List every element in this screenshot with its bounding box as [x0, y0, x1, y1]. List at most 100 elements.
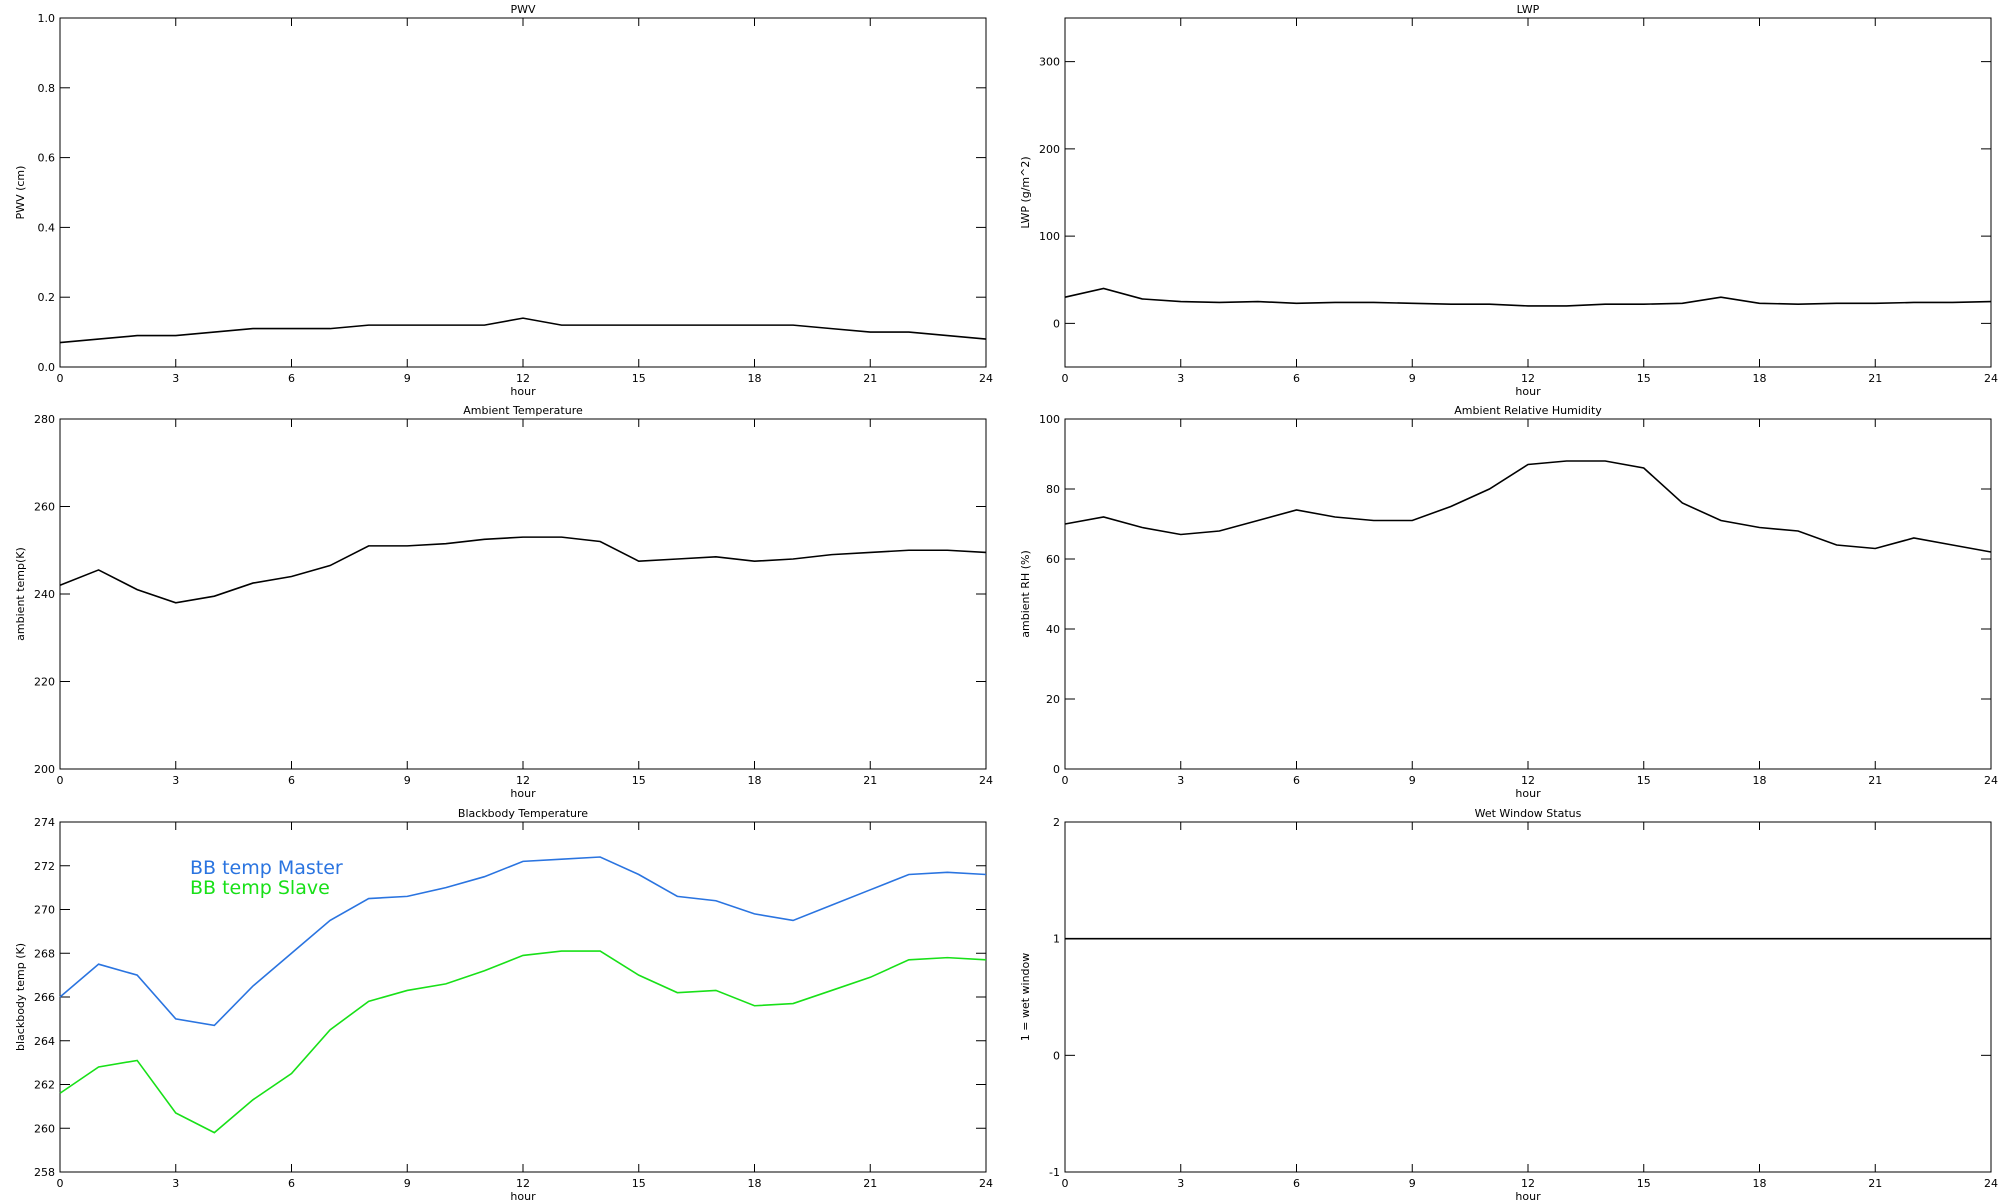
plot-frame — [1064, 821, 1992, 1173]
y-tick-label: 266 — [34, 991, 55, 1004]
y-tick-label: 272 — [34, 860, 55, 873]
y-tick-label: 262 — [34, 1079, 55, 1092]
y-tick-label: 220 — [34, 676, 55, 689]
x-tick-label: 6 — [288, 372, 295, 385]
y-axis-label: 1 = wet window — [1019, 953, 1032, 1042]
x-tick-label: 9 — [404, 1177, 411, 1190]
x-tick-label: 3 — [1177, 774, 1184, 787]
y-tick-label: 0 — [1053, 1049, 1060, 1062]
x-tick-label: 18 — [748, 1177, 762, 1190]
x-tick-label: 12 — [1521, 1177, 1535, 1190]
x-tick-label: 21 — [1868, 1177, 1882, 1190]
y-tick-label: 80 — [1046, 483, 1060, 496]
x-tick-label: 18 — [1753, 774, 1767, 787]
data-line — [59, 950, 987, 1134]
chart-title: Ambient Temperature — [463, 404, 583, 417]
x-axis-label: hour — [1515, 787, 1541, 800]
x-tick-label: 18 — [1753, 372, 1767, 385]
x-tick-label: 15 — [1637, 1177, 1651, 1190]
legend-entry: BB temp Slave — [190, 877, 330, 899]
x-tick-label: 9 — [1409, 774, 1416, 787]
x-tick-label: 3 — [172, 372, 179, 385]
y-tick-label: 100 — [1039, 230, 1060, 243]
y-tick-label: 268 — [34, 947, 55, 960]
y-tick-label: 0 — [1053, 317, 1060, 330]
x-tick-label: 12 — [516, 774, 530, 787]
x-axis-label: hour — [1515, 1190, 1541, 1200]
y-tick-label: 260 — [34, 501, 55, 514]
y-tick-label: 1.0 — [38, 12, 56, 25]
plot-frame — [59, 17, 987, 368]
x-tick-label: 0 — [57, 372, 64, 385]
x-tick-label: 12 — [1521, 774, 1535, 787]
y-tick-label: 0.6 — [38, 152, 56, 165]
data-line — [59, 536, 987, 604]
y-tick-label: 270 — [34, 904, 55, 917]
x-tick-label: 6 — [1293, 1177, 1300, 1190]
chart-title: PWV — [510, 3, 536, 16]
y-tick-label: 274 — [34, 816, 55, 829]
chart-title: Blackbody Temperature — [458, 807, 588, 820]
x-tick-label: 21 — [863, 372, 877, 385]
x-tick-label: 24 — [1984, 774, 1998, 787]
x-tick-label: 0 — [57, 1177, 64, 1190]
x-tick-label: 12 — [516, 372, 530, 385]
x-axis-label: hour — [510, 385, 536, 398]
x-tick-label: 15 — [1637, 774, 1651, 787]
y-tick-label: 200 — [34, 763, 55, 776]
y-tick-label: 200 — [1039, 143, 1060, 156]
x-tick-label: 0 — [57, 774, 64, 787]
y-tick-label: 240 — [34, 588, 55, 601]
x-tick-label: 24 — [979, 1177, 993, 1190]
x-axis-label: hour — [510, 787, 536, 800]
y-tick-label: -1 — [1049, 1166, 1060, 1179]
y-tick-label: 0 — [1053, 763, 1060, 776]
x-tick-label: 24 — [979, 774, 993, 787]
y-tick-label: 40 — [1046, 623, 1060, 636]
x-tick-label: 15 — [632, 372, 646, 385]
plot-frame — [1064, 418, 1992, 770]
x-tick-label: 6 — [288, 1177, 295, 1190]
x-tick-label: 6 — [1293, 774, 1300, 787]
x-tick-label: 9 — [1409, 1177, 1416, 1190]
legend-entry: BB temp Master — [190, 857, 343, 879]
y-axis-label: ambient temp(K) — [14, 547, 27, 641]
x-tick-label: 24 — [1984, 1177, 1998, 1190]
x-tick-label: 6 — [1293, 372, 1300, 385]
chart-title: Ambient Relative Humidity — [1454, 404, 1602, 417]
x-tick-label: 21 — [1868, 774, 1882, 787]
plot-frame — [1064, 17, 1992, 368]
x-tick-label: 12 — [1521, 372, 1535, 385]
x-tick-label: 12 — [516, 1177, 530, 1190]
y-axis-label: blackbody temp (K) — [14, 943, 27, 1051]
y-tick-label: 0.2 — [38, 291, 56, 304]
x-axis-label: hour — [510, 1190, 536, 1200]
y-tick-label: 60 — [1046, 553, 1060, 566]
x-tick-label: 18 — [1753, 1177, 1767, 1190]
chart-title: Wet Window Status — [1475, 807, 1582, 820]
x-tick-label: 18 — [748, 774, 762, 787]
x-tick-label: 21 — [863, 774, 877, 787]
data-line — [59, 856, 987, 1027]
x-tick-label: 18 — [748, 372, 762, 385]
y-tick-label: 260 — [34, 1122, 55, 1135]
x-tick-label: 3 — [1177, 372, 1184, 385]
y-tick-label: 2 — [1053, 816, 1060, 829]
x-tick-label: 24 — [979, 372, 993, 385]
y-axis-label: PWV (cm) — [14, 166, 27, 220]
x-tick-label: 6 — [288, 774, 295, 787]
y-tick-label: 1 — [1053, 933, 1060, 946]
y-tick-label: 0.4 — [38, 221, 56, 234]
y-tick-label: 264 — [34, 1035, 55, 1048]
x-tick-label: 15 — [1637, 372, 1651, 385]
y-tick-label: 258 — [34, 1166, 55, 1179]
x-tick-label: 3 — [1177, 1177, 1184, 1190]
y-axis-label: ambient RH (%) — [1019, 550, 1032, 638]
x-axis-label: hour — [1515, 385, 1541, 398]
y-tick-label: 100 — [1039, 413, 1060, 426]
y-tick-label: 20 — [1046, 693, 1060, 706]
data-line — [1064, 460, 1992, 553]
x-tick-label: 3 — [172, 1177, 179, 1190]
x-tick-label: 9 — [404, 774, 411, 787]
